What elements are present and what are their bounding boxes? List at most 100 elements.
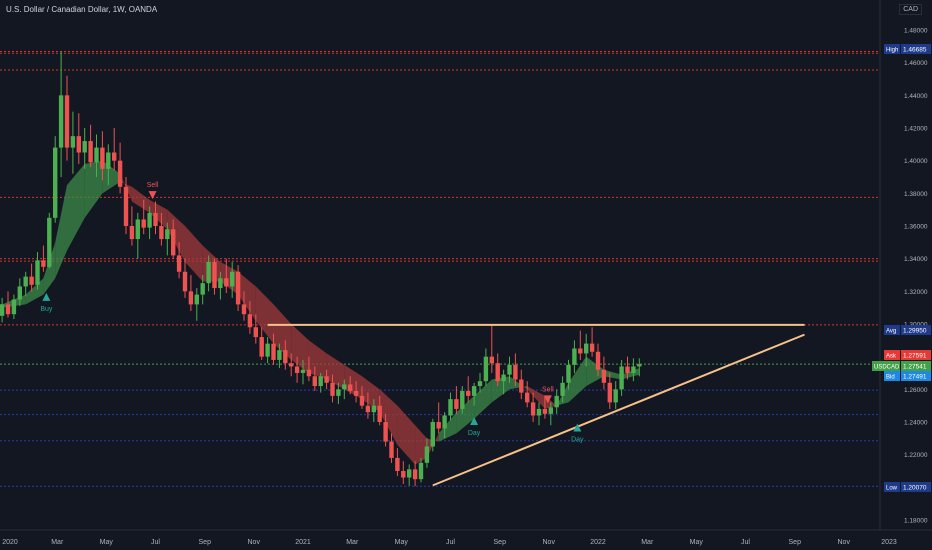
candle-body — [542, 408, 548, 414]
candle-body — [289, 363, 294, 367]
candle-body — [407, 469, 412, 478]
x-tick-label: Mar — [51, 539, 64, 546]
candle-body — [460, 390, 465, 409]
signal-label: Sell — [542, 386, 554, 393]
candle-body — [5, 304, 11, 315]
candle-body — [342, 384, 347, 390]
candle-body — [300, 369, 306, 373]
candle-body — [359, 395, 365, 406]
candle-body — [64, 95, 70, 148]
candle-body — [519, 379, 524, 393]
candle-body — [589, 343, 595, 352]
candle-body — [525, 392, 530, 403]
chart-title: U.S. Dollar / Canadian Dollar, 1W, OANDA — [6, 5, 158, 14]
candle-body — [206, 261, 211, 284]
candle-body — [253, 327, 258, 338]
candle-body — [224, 278, 229, 287]
y-tick-label: 1.24000 — [904, 420, 928, 427]
candle-body — [271, 343, 276, 360]
candle-body — [625, 366, 630, 373]
candle-body — [88, 141, 93, 163]
candle-body — [495, 363, 500, 382]
cloud-segment — [167, 209, 185, 262]
candle-body — [448, 399, 453, 416]
cloud-segment — [102, 160, 121, 194]
x-tick-label: May — [395, 539, 409, 546]
candle-body — [277, 350, 282, 360]
price-tag-value: 1.27591 — [903, 353, 927, 360]
price-tag-value-bg — [901, 482, 931, 492]
candle-body — [218, 278, 223, 289]
candle-body — [471, 386, 477, 396]
y-tick-label: 1.32000 — [904, 289, 928, 296]
x-tick-label: 2022 — [590, 539, 606, 546]
cloud-segment — [474, 379, 492, 419]
candle-body — [306, 369, 312, 377]
price-axis-background — [880, 0, 932, 550]
candle-body — [348, 384, 353, 391]
candle-body — [412, 469, 418, 480]
x-tick-label: 2021 — [295, 539, 311, 546]
candle-body — [182, 271, 188, 292]
candle-body — [47, 217, 52, 267]
price-tag-value-bg — [901, 325, 931, 335]
candle-body — [171, 229, 176, 256]
candle-body — [294, 366, 300, 373]
y-tick-label: 1.48000 — [904, 28, 928, 35]
candle-body — [94, 147, 99, 163]
cloud-segment — [273, 304, 292, 360]
y-tick-label: 1.18000 — [904, 518, 928, 525]
candle-body — [230, 271, 235, 287]
candle-body — [324, 376, 329, 383]
price-tag-label: Ask — [886, 354, 897, 360]
candle-body — [129, 226, 135, 240]
y-tick-label: 1.38000 — [904, 191, 928, 198]
candle-body — [117, 160, 123, 187]
price-tag-label-bg — [884, 350, 900, 360]
price-tag-value: 1.20070 — [903, 485, 927, 492]
candle-body — [200, 283, 205, 295]
candle-body — [501, 374, 506, 382]
x-tick-label: Jul — [151, 539, 160, 546]
x-tick-label: Mar — [641, 539, 654, 546]
candle-body — [554, 395, 559, 408]
candle-body — [147, 212, 152, 228]
price-tag-label-bg — [884, 44, 900, 54]
cloud-segment — [362, 376, 380, 413]
price-tag-value-bg — [901, 350, 931, 360]
signal-label: Day — [468, 430, 481, 437]
candle-body — [100, 147, 105, 169]
candle-body — [442, 415, 447, 429]
candle-body — [631, 366, 636, 373]
price-tag-value-bg — [901, 44, 931, 54]
candle-body — [424, 446, 430, 463]
candle-body — [159, 226, 164, 240]
price-tag-value: 1.27541 — [903, 364, 927, 371]
x-tick-label: Sep — [494, 539, 507, 546]
support-trendline — [432, 333, 805, 487]
price-tag-label: USDCAD — [874, 365, 900, 371]
x-tick-label: Jul — [446, 539, 455, 546]
currency-badge[interactable]: CAD — [899, 4, 922, 15]
candle-body — [283, 350, 288, 364]
candle-body — [489, 356, 494, 364]
price-tag-value: 1.27491 — [903, 374, 927, 381]
candle-body — [436, 422, 441, 429]
candle-body — [194, 294, 199, 305]
candle-body — [584, 343, 589, 354]
candle-body — [365, 405, 371, 413]
candle-body — [188, 291, 194, 305]
candle-body — [312, 376, 317, 387]
candle-body — [11, 299, 17, 315]
cloud-segment — [291, 324, 309, 373]
candle-body — [53, 147, 58, 218]
candle-body — [212, 261, 217, 289]
candle-body — [595, 351, 601, 370]
candle-body — [613, 389, 618, 403]
x-tick-label: Mar — [346, 539, 359, 546]
candle-body — [578, 348, 583, 354]
candle-body — [82, 141, 87, 153]
price-tag-value: 1.29950 — [903, 328, 927, 335]
